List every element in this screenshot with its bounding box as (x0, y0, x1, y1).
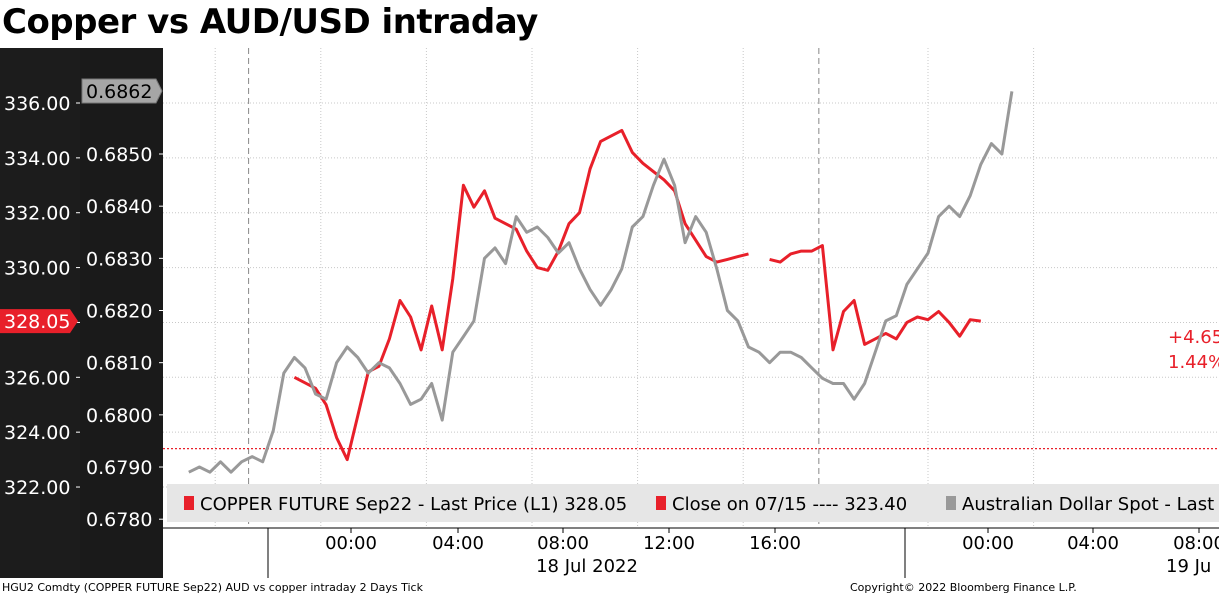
series-group (188, 91, 1014, 474)
footer-source: HGU2 Comdty (COPPER FUTURE Sep22) AUD vs… (2, 581, 423, 594)
copper-series-line (769, 244, 981, 352)
x-axis-tick-label: 12:00 (643, 533, 695, 554)
legend-label-copper: COPPER FUTURE Sep22 - Last Price (L1) 32… (200, 494, 627, 515)
right-axis-tick-label: 0.6830 (86, 248, 152, 270)
footer: HGU2 Comdty (COPPER FUTURE Sep22) AUD vs… (0, 578, 1219, 597)
left-axis-tick-label: 334.00 (4, 148, 70, 170)
legend-label-aud: Australian Dollar Spot - Last (962, 494, 1214, 515)
chart: 322.00324.00326.00328.00330.00332.00334.… (0, 48, 1219, 578)
left-axis-tick-label: 336.00 (4, 93, 70, 115)
aud-last-value-text: 0.6862 (86, 81, 152, 103)
x-axis-tick-label: 04:00 (432, 533, 484, 554)
left-axis-tick-label: 322.00 (4, 477, 70, 499)
plot-area (163, 48, 1219, 578)
axis-panel (0, 48, 163, 578)
x-axis-tick-label: 00:00 (325, 533, 377, 554)
legend-swatch-copper (184, 496, 194, 510)
x-axis-tick-label: 08:00 (537, 533, 589, 554)
legend-swatch-close (656, 496, 666, 510)
x-axis-tick-label: 04:00 (1067, 533, 1119, 554)
change-label: +4.65 (1168, 327, 1219, 348)
date-label: 18 Jul 2022 (536, 556, 638, 577)
copper-last-value-text: 328.05 (4, 311, 70, 333)
x-axis-tick-label: 16:00 (749, 533, 801, 554)
value-tags: 328.05 0.6862 +4.65 1.44% (0, 78, 1219, 373)
aud-last-value-tag (81, 78, 163, 104)
x-axis-background (163, 528, 1219, 578)
right-axis-tick-label: 0.6840 (86, 196, 152, 218)
left-axis-tick-label: 326.00 (4, 367, 70, 389)
footer-copyright: Copyright© 2022 Bloomberg Finance L.P. (850, 581, 1077, 594)
plot-background (163, 48, 1219, 528)
right-axis-tick-label: 0.6800 (86, 405, 152, 427)
copper-last-value-tag (0, 309, 78, 334)
grid (163, 48, 1219, 528)
date-label: 19 Ju (1166, 556, 1211, 577)
right-axis-tick-label: 0.6820 (86, 301, 152, 323)
right-axis-tick-label: 0.6850 (86, 144, 152, 166)
legend-label-close: Close on 07/15 ---- 323.40 (672, 494, 907, 515)
right-axis-tick-label: 0.6780 (86, 509, 152, 531)
axis-background-right (80, 48, 163, 578)
change-label: 1.44% (1168, 352, 1219, 373)
legend-swatch-aud (946, 496, 956, 510)
x-axis-tick-label: 00:00 (962, 533, 1014, 554)
right-axis-tick-label: 0.6790 (86, 457, 152, 479)
aud-series-line (188, 91, 1014, 474)
right-axis-tick-label: 0.6810 (86, 353, 152, 375)
chart-title: Copper vs AUD/USD intraday (2, 2, 538, 42)
left-axis-tick-label: 324.00 (4, 422, 70, 444)
legend: COPPER FUTURE Sep22 - Last Price (L1) 32… (167, 484, 1219, 522)
x-axis-tick-label: 08:00 (1173, 533, 1219, 554)
left-axis-tick-label: 332.00 (4, 203, 70, 225)
left-axis-tick-label: 330.00 (4, 258, 70, 280)
legend-background (167, 484, 1219, 522)
